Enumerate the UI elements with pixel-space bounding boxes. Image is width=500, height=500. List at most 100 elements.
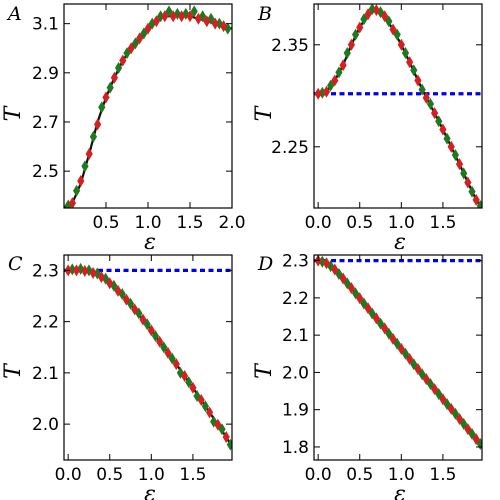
x-tick-label: 1.0	[388, 213, 415, 233]
y-axis-label: T	[252, 362, 277, 379]
green-diamond-point	[476, 199, 482, 208]
red-diamond-point	[389, 23, 397, 36]
red-diamond-point	[414, 363, 422, 376]
red-diamond-point	[472, 433, 480, 446]
red-diamond-point	[127, 42, 135, 55]
red-diamond-point	[381, 322, 389, 335]
red-diamond-point	[430, 107, 439, 120]
red-diamond-point	[85, 147, 93, 160]
red-diamond-point	[114, 284, 122, 297]
x-tick-label: 0.5	[346, 213, 373, 233]
green-diamond-point	[443, 398, 451, 411]
red-diamond-point	[472, 193, 480, 206]
red-diamond-point	[364, 8, 372, 21]
red-diamond-point	[339, 59, 347, 72]
red-diamond-point	[203, 15, 211, 28]
red-diamond-point	[356, 292, 364, 305]
red-diamond-point	[447, 140, 455, 153]
y-tick-label: 2.7	[32, 113, 59, 133]
green-diamond-point	[151, 329, 160, 342]
green-diamond-point	[335, 66, 343, 79]
panel-d: 0.0 0.5 1.0 1.5 1.8 1.9 2.0 2.1 2.2 2.3 ε T D	[252, 252, 483, 500]
green-diamond-point	[81, 160, 89, 173]
y-tick-label: 1.8	[282, 438, 309, 458]
red-diamond-point	[81, 264, 89, 277]
x-tick-label: 0.5	[92, 213, 119, 233]
red-diamond-point	[136, 32, 144, 45]
green-diamond-point	[410, 358, 418, 371]
green-diamond-point	[426, 377, 435, 390]
x-axis-label: ε	[144, 482, 156, 500]
red-diamond-point	[389, 332, 397, 345]
series-line	[64, 15, 232, 208]
red-diamond-point	[447, 402, 455, 415]
green-diamond-point	[451, 148, 459, 161]
red-diamond-point	[164, 346, 172, 359]
green-diamond-point	[385, 15, 393, 28]
red-diamond-point	[68, 197, 76, 208]
green-diamond-point	[460, 417, 468, 430]
red-diamond-point	[422, 91, 430, 104]
red-diamond-point	[322, 85, 331, 98]
red-diamond-point	[414, 74, 422, 87]
red-diamond-point	[464, 423, 472, 436]
x-tick-label: 0.0	[305, 213, 332, 233]
panel-letter: D	[257, 253, 273, 275]
y-tick-label: 2.35	[271, 36, 309, 56]
red-diamond-point	[139, 313, 147, 326]
y-tick-label: 2.25	[271, 138, 309, 158]
red-diamond-point	[464, 176, 472, 189]
red-diamond-point	[106, 277, 114, 290]
red-diamond-point	[97, 271, 106, 284]
series-line	[68, 269, 232, 448]
green-diamond-point	[68, 263, 76, 276]
x-axis-label: ε	[144, 230, 156, 255]
red-diamond-point	[372, 312, 380, 325]
green-diamond-point	[435, 388, 443, 401]
red-diamond-point	[455, 413, 464, 425]
red-diamond-point	[152, 15, 160, 28]
panel-letter: B	[257, 3, 272, 25]
red-diamond-point	[197, 394, 205, 407]
y-tick-label: 2.0	[282, 363, 309, 383]
red-diamond-point	[322, 257, 331, 270]
x-tick-label: 0.0	[55, 465, 82, 485]
x-tick-label: 0.0	[305, 465, 332, 485]
green-diamond-point	[401, 46, 410, 59]
plot-frame	[63, 3, 233, 209]
y-axis-label: T	[1, 362, 26, 379]
plot-frame	[63, 254, 233, 461]
red-diamond-point	[397, 342, 405, 355]
y-tick-label: 2.1	[282, 326, 309, 346]
red-diamond-point	[406, 352, 414, 365]
green-diamond-point	[126, 297, 135, 310]
red-diamond-point	[119, 54, 127, 67]
x-tick-label: 1.0	[134, 213, 161, 233]
y-tick-label: 2.2	[32, 313, 59, 333]
red-diamond-point	[314, 87, 322, 100]
green-diamond-point	[460, 167, 468, 180]
green-diamond-point	[351, 28, 360, 41]
green-diamond-point	[435, 115, 443, 128]
red-diamond-point	[331, 263, 339, 276]
red-diamond-point	[180, 369, 189, 382]
red-diamond-point	[331, 74, 339, 87]
red-diamond-point	[422, 373, 430, 386]
green-diamond-point	[226, 438, 232, 451]
red-diamond-point	[102, 91, 110, 104]
red-diamond-point	[220, 20, 228, 33]
green-diamond-point	[160, 341, 168, 354]
x-axis-label: ε	[394, 230, 406, 255]
red-diamond-point	[222, 430, 230, 443]
green-diamond-point	[64, 199, 72, 208]
green-diamond-point	[98, 101, 106, 114]
red-diamond-point	[205, 406, 214, 419]
green-diamond-point	[106, 81, 114, 94]
red-diamond-point	[156, 335, 164, 348]
green-diamond-point	[393, 28, 401, 41]
red-diamond-point	[172, 358, 180, 371]
green-diamond-point	[73, 184, 81, 197]
y-tick-label: 1.9	[282, 401, 309, 421]
green-diamond-point	[426, 97, 435, 110]
